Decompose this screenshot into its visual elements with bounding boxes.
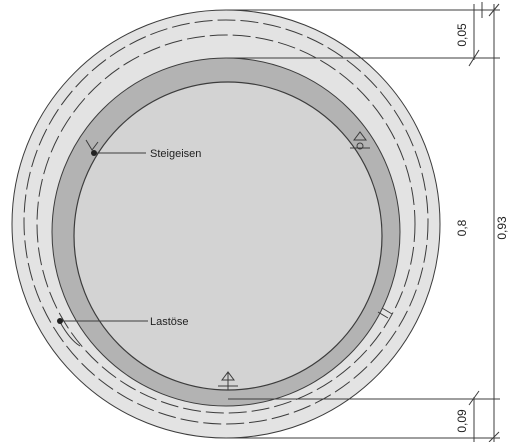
steigeisen-leader <box>85 139 146 154</box>
dim-outer-diameter: 0,93 <box>495 216 509 240</box>
anchor-symbol-bottom <box>218 371 238 390</box>
dimension-lines <box>226 2 500 443</box>
outer-dashed-circle <box>23 19 429 425</box>
steigeisen-dot <box>91 150 97 156</box>
steigeisen-label: Steigeisen <box>150 148 201 160</box>
laststoese-label: Lastöse <box>150 316 189 328</box>
mid-dashed-circle <box>36 34 416 414</box>
laststoese-leader <box>59 320 148 347</box>
dim-top-offset: 0,05 <box>455 23 469 47</box>
dim-bottom-offset: 0,09 <box>455 409 469 433</box>
shaft-interior <box>73 81 383 391</box>
wall-joint-mark-right <box>377 307 393 319</box>
laststoese-dot <box>57 318 63 324</box>
dim-inner-diameter: 0,8 <box>455 219 469 236</box>
anchor-symbol-right <box>350 131 370 150</box>
